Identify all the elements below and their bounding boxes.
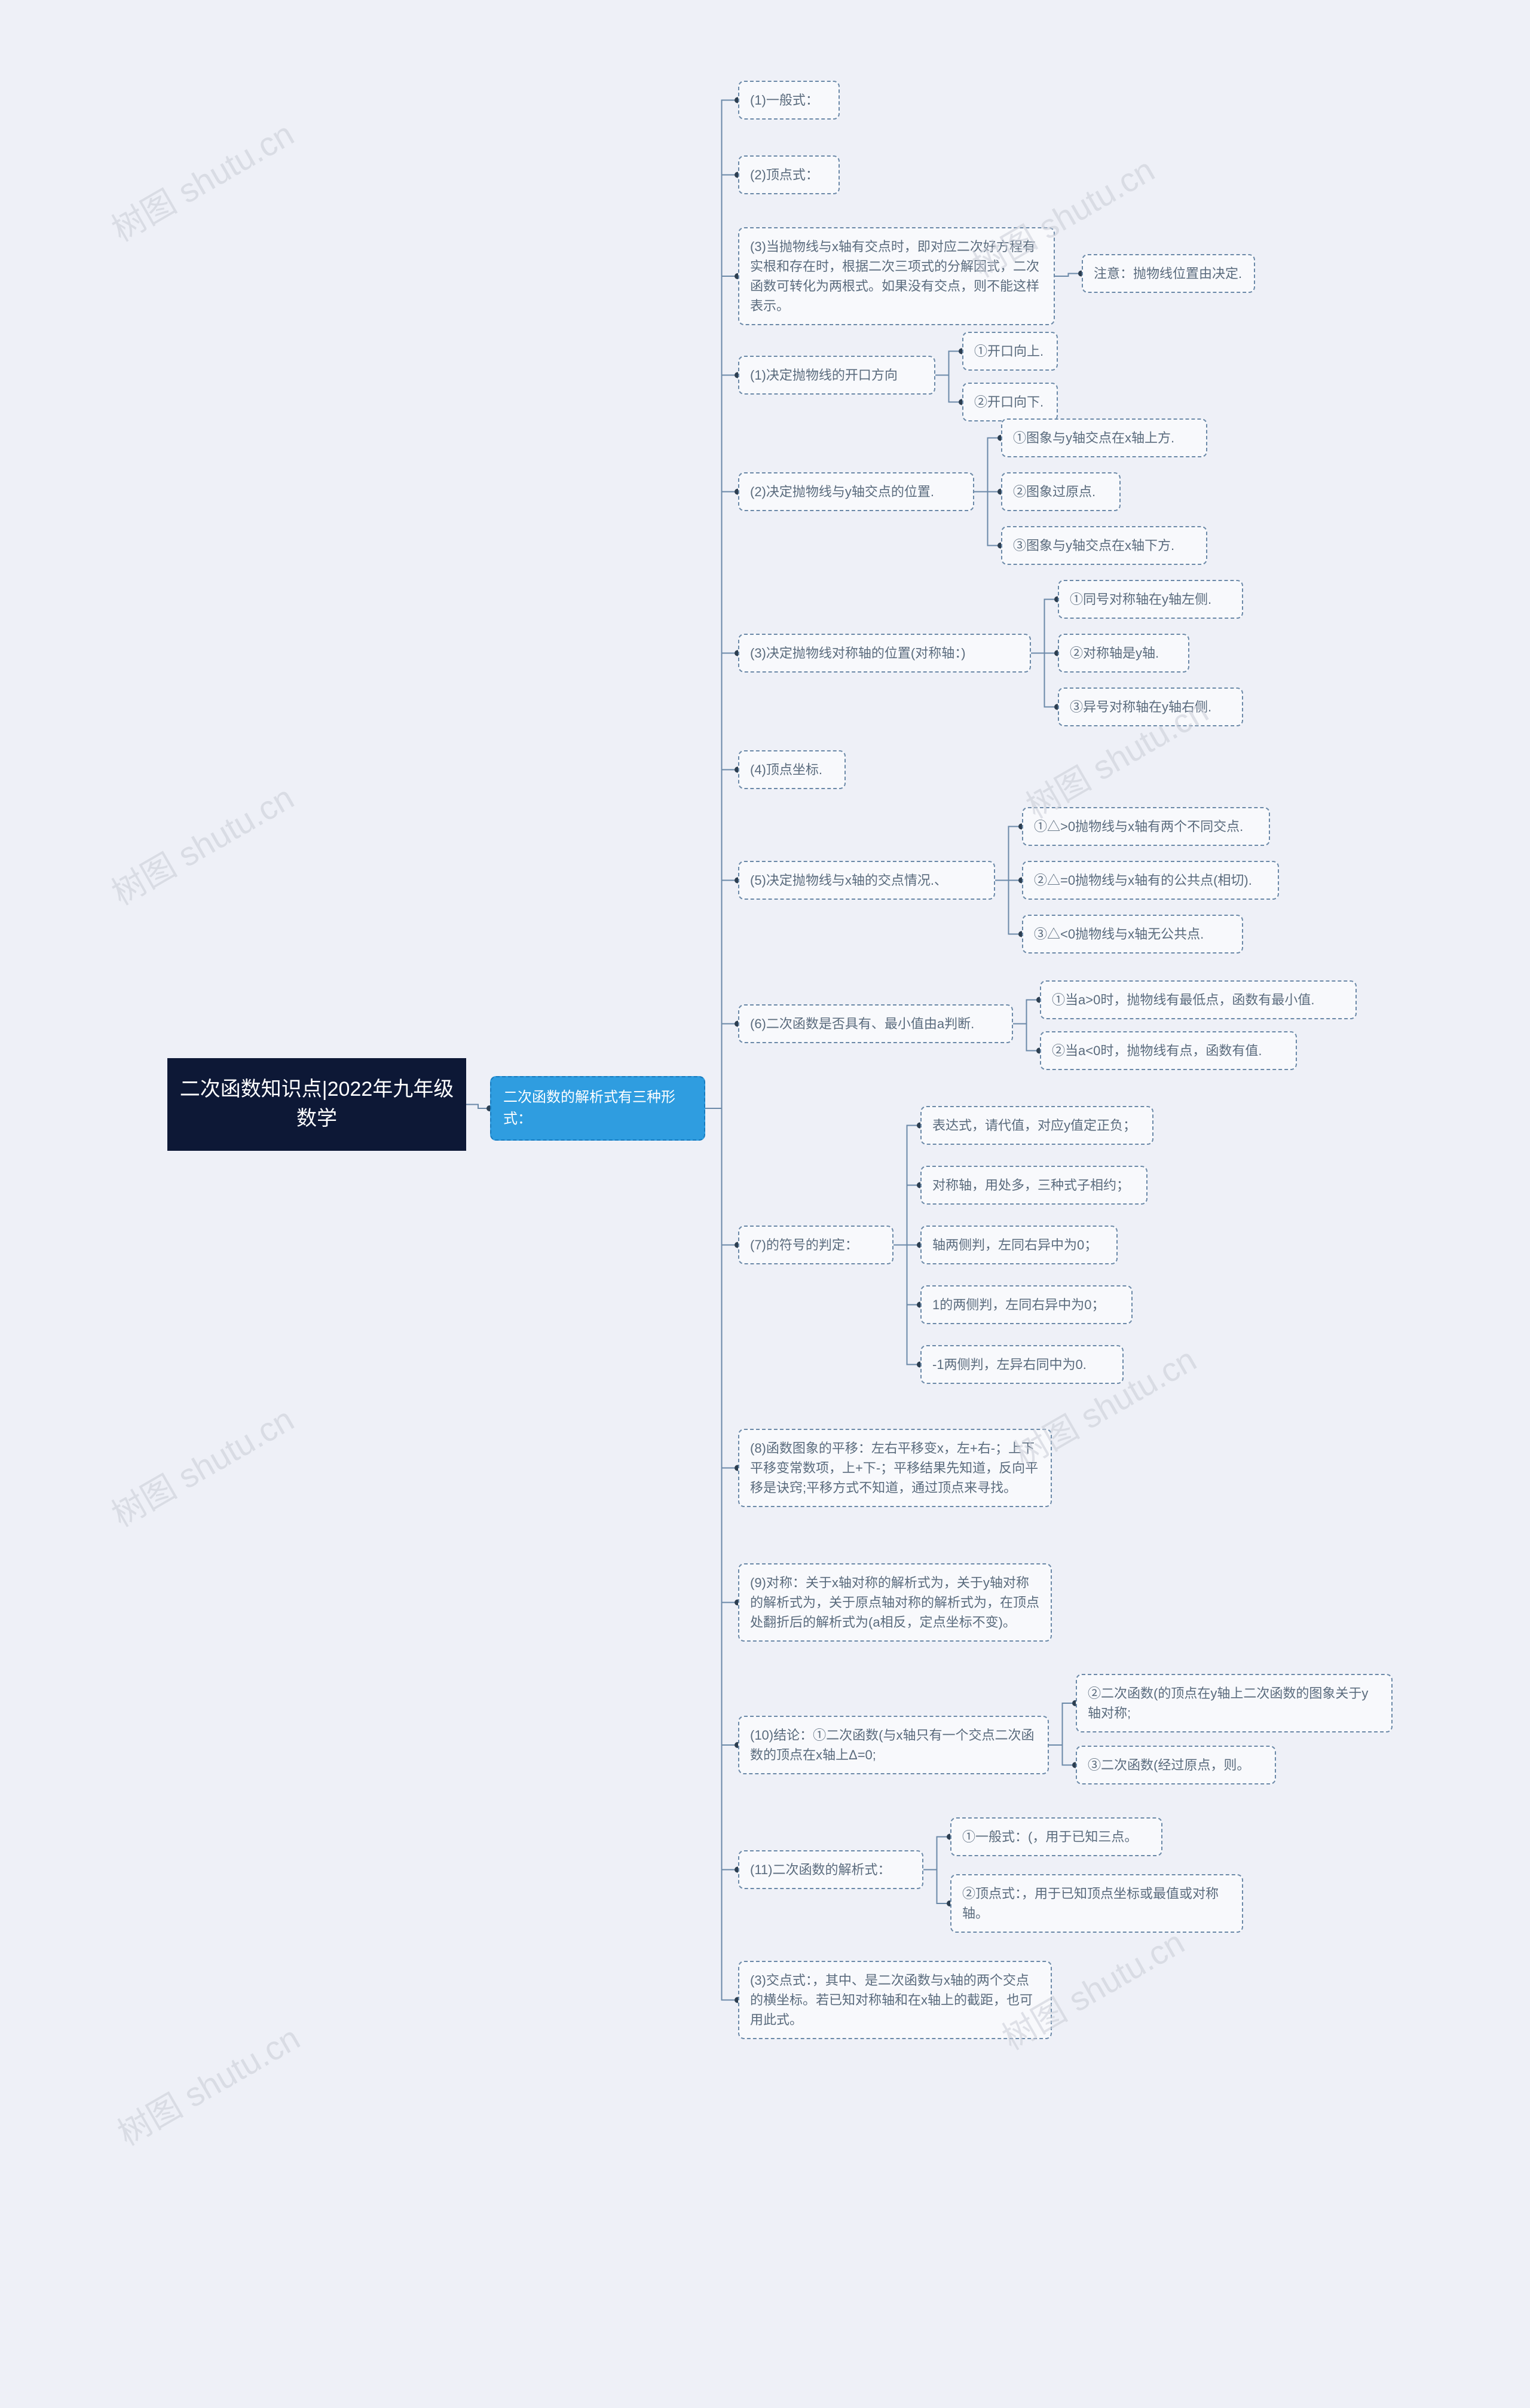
edge [893,1185,920,1245]
node-n3a: 注意：抛物线位置由决定. [1082,254,1255,293]
node-n3: (3)当抛物线与x轴有交点时，即对应二次好方程有实根和存在时，根据二次三项式的分… [738,227,1055,325]
node-n14b: ②顶点式：，用于已知顶点坐标或最值或对称轴。 [950,1874,1243,1933]
edge [705,1108,738,1745]
node-n6a: ①同号对称轴在y轴左侧. [1058,580,1243,619]
node-n13: (10)结论：①二次函数(与x轴只有一个交点二次函数的顶点在x轴上Δ=0; [738,1716,1049,1774]
edge [1055,274,1082,277]
node-root: 二次函数知识点|2022年九年级数学 [167,1058,466,1151]
node-n13a: ②二次函数(的顶点在y轴上二次函数的图象关于y轴对称; [1076,1674,1393,1732]
node-n4a: ①开口向上. [962,332,1058,371]
watermark: 树图 shutu.cn [108,2012,307,2155]
edge [705,100,738,1109]
edge [893,1126,920,1245]
edge [935,375,962,402]
edge [1013,1024,1040,1051]
node-n9b: ②当a<0时，抛物线有点，函数有值. [1040,1031,1297,1070]
node-n5a: ①图象与y轴交点在x轴上方. [1001,418,1207,457]
edge [705,1108,738,2000]
node-n1: (1)一般式： [738,81,840,120]
edge [705,770,738,1109]
edge [705,653,738,1109]
node-n4b: ②开口向下. [962,383,1058,421]
edge [705,1108,738,1245]
edge [995,827,1022,881]
node-n14a: ①一般式：(，用于已知三点。 [950,1817,1162,1856]
edge [705,1024,738,1109]
edge [923,1870,950,1904]
node-n13b: ③二次函数(经过原点，则。 [1076,1746,1276,1784]
node-n5b: ②图象过原点. [1001,472,1121,511]
node-n10c: 轴两侧判，左同右异中为0； [920,1226,1118,1264]
node-n10e: -1两侧判，左异右同中为0. [920,1345,1124,1384]
edge [705,1108,738,1603]
node-n10: (7)的符号的判定： [738,1226,893,1264]
node-n10d: 1的两侧判，左同右异中为0； [920,1285,1133,1324]
edge [893,1245,920,1305]
edge [1049,1745,1076,1765]
node-n10b: 对称轴，用处多，三种式子相约； [920,1166,1148,1205]
edge [466,1105,490,1109]
node-n2: (2)顶点式： [738,155,840,194]
edge [705,175,738,1109]
node-n7: (4)顶点坐标. [738,750,846,789]
edge [1049,1703,1076,1745]
node-n6: (3)决定抛物线对称轴的位置(对称轴：) [738,634,1031,673]
edge [705,1108,738,1468]
edge [705,375,738,1109]
node-n10a: 表达式，请代值，对应y值定正负； [920,1106,1153,1145]
node-n14: (11)二次函数的解析式： [738,1850,923,1889]
node-n5: (2)决定抛物线与y轴交点的位置. [738,472,974,511]
node-n8: (5)决定抛物线与x轴的交点情况.、 [738,861,995,900]
node-n15: (3)交点式：，其中、是二次函数与x轴的两个交点的横坐标。若已知对称轴和在x轴上… [738,1961,1052,2039]
node-n6c: ③异号对称轴在y轴右侧. [1058,687,1243,726]
node-n5c: ③图象与y轴交点在x轴下方. [1001,526,1207,565]
node-n8b: ②△=0抛物线与x轴有的公共点(相切). [1022,861,1279,900]
node-n11: (8)函数图象的平移：左右平移变x，左+右-；上下平移变常数项，上+下-；平移结… [738,1429,1052,1507]
node-n6b: ②对称轴是y轴. [1058,634,1189,673]
edge [923,1837,950,1870]
edge [893,1245,920,1365]
node-n12: (9)对称：关于x轴对称的解析式为，关于y轴对称的解析式为，关于原点轴对称的解析… [738,1563,1052,1642]
edge [974,492,1001,546]
edge [705,276,738,1108]
node-n9: (6)二次函数是否具有、最小值由a判断. [738,1004,1013,1043]
edge [935,352,962,375]
node-n4: (1)决定抛物线的开口方向 [738,356,935,395]
edge [705,881,738,1109]
edge [1031,600,1058,653]
edge [995,881,1022,934]
edge [705,1108,738,1870]
watermark: 树图 shutu.cn [102,1393,301,1536]
watermark: 树图 shutu.cn [102,108,301,251]
edge [705,492,738,1109]
node-mid: 二次函数的解析式有三种形式： [490,1076,705,1141]
watermark: 树图 shutu.cn [102,771,301,915]
edge [974,438,1001,492]
node-n9a: ①当a>0时，抛物线有最低点，函数有最小值. [1040,980,1357,1019]
node-n8c: ③△<0抛物线与x轴无公共点. [1022,915,1243,954]
edge [1031,653,1058,707]
edge [1013,1000,1040,1024]
node-n8a: ①△>0抛物线与x轴有两个不同交点. [1022,807,1270,846]
